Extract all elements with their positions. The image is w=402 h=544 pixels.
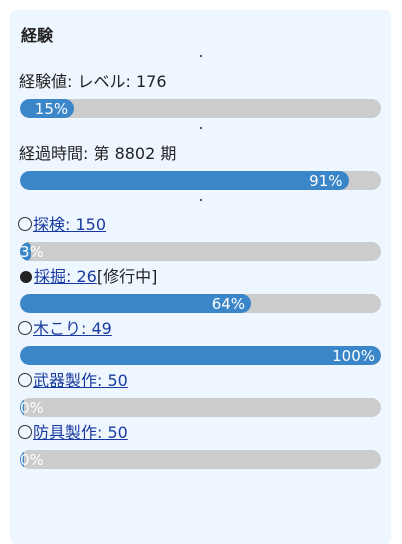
skill-progress-fill	[20, 450, 24, 469]
radio-unselected-icon[interactable]	[18, 425, 32, 439]
skill-progress-text: 3%	[20, 243, 44, 261]
separator-dot	[200, 127, 202, 129]
skill-progress-text: 100%	[332, 347, 375, 365]
skill-status: [修行中]	[96, 267, 158, 286]
skill-progress-fill	[20, 398, 24, 417]
skill-progress-fill	[20, 294, 252, 313]
skill-progress-bar: 0%	[20, 398, 381, 417]
skill-link-exploration[interactable]: 探検: 150	[33, 215, 107, 234]
separator-dot	[200, 199, 202, 201]
experience-progress-text: 15%	[34, 100, 69, 118]
skill-link-mining[interactable]: 採掘: 26	[34, 267, 97, 286]
skill-link-weapon-crafting[interactable]: 武器製作: 50	[33, 371, 128, 390]
skill-row-woodcutting: 木こり: 49	[18, 315, 112, 339]
radio-selected-icon[interactable]	[20, 271, 32, 283]
radio-unselected-icon[interactable]	[18, 321, 32, 335]
elapsed-label: 経過時間: 第 8802 期	[19, 144, 177, 163]
experience-panel: 経験 経験値: レベル: 176 15% 経過時間: 第 8802 期 91% …	[10, 10, 391, 544]
elapsed-progress-fill	[20, 171, 349, 190]
skill-progress-bar: 3%	[20, 242, 381, 261]
skill-row-exploration: 探検: 150	[18, 211, 106, 235]
skill-progress-fill	[20, 346, 381, 365]
experience-progress-fill	[20, 99, 75, 118]
radio-unselected-icon[interactable]	[18, 217, 32, 231]
skill-progress-bar: 100%	[20, 346, 381, 365]
experience-label: 経験値: レベル: 176	[19, 72, 167, 91]
experience-progress-bar: 15%	[20, 99, 381, 118]
separator-dot	[200, 55, 202, 57]
skill-row-armor-crafting: 防具製作: 50	[18, 419, 128, 443]
skill-progress-text: 0%	[20, 399, 44, 417]
skill-progress-text: 64%	[211, 295, 246, 313]
skill-row-mining: 採掘: 26[修行中]	[18, 263, 157, 287]
elapsed-progress-text: 91%	[309, 172, 343, 190]
skill-progress-bar: 64%	[20, 294, 381, 313]
skill-progress-text: 0%	[20, 451, 44, 469]
skill-link-armor-crafting[interactable]: 防具製作: 50	[33, 423, 128, 442]
skill-progress-fill	[20, 242, 31, 261]
radio-unselected-icon[interactable]	[18, 373, 32, 387]
skill-link-woodcutting[interactable]: 木こり: 49	[33, 319, 112, 338]
elapsed-progress-bar: 91%	[20, 171, 381, 190]
skill-progress-bar: 0%	[20, 450, 381, 469]
section-title: 経験	[21, 26, 54, 45]
skill-row-weapon-crafting: 武器製作: 50	[18, 367, 128, 391]
